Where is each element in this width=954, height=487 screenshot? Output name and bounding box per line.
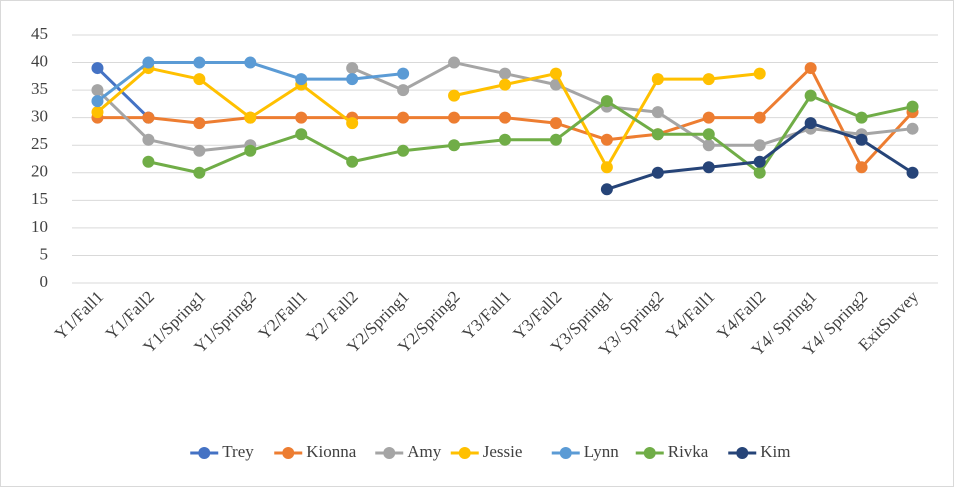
data-point [499, 111, 511, 124]
data-point [346, 117, 359, 130]
legend-marker [643, 447, 656, 459]
data-point [142, 155, 155, 168]
data-point [346, 155, 359, 168]
y-tick-label: 45 [31, 24, 48, 43]
data-point [244, 56, 257, 69]
data-point [702, 139, 715, 152]
data-point [600, 183, 613, 196]
data-point [193, 73, 206, 86]
data-point [651, 106, 664, 119]
legend-label: Rivka [668, 442, 709, 461]
data-point [448, 139, 461, 152]
data-point [448, 56, 461, 69]
series-line [148, 94, 913, 175]
data-point [142, 56, 155, 69]
data-point [549, 67, 562, 80]
data-point [193, 144, 206, 157]
data-point [91, 95, 104, 108]
legend-marker [282, 447, 295, 459]
legend-label: Trey [222, 442, 254, 461]
data-point [906, 166, 919, 179]
data-point [499, 133, 511, 146]
data-point [804, 62, 817, 75]
data-point [91, 62, 104, 75]
y-tick-label: 40 [31, 51, 48, 70]
data-point [397, 84, 410, 97]
data-point [702, 161, 715, 174]
y-tick-label: 35 [31, 79, 48, 98]
legend-label: Lynn [584, 442, 619, 461]
y-tick-label: 30 [31, 107, 48, 126]
data-point [193, 117, 206, 130]
y-tick-label: 15 [31, 189, 48, 208]
y-tick-label: 25 [31, 134, 48, 153]
legend-label: Jessie [483, 442, 523, 461]
data-point [804, 117, 817, 130]
data-point [855, 111, 868, 124]
legend-marker [736, 447, 749, 459]
legend-marker [198, 447, 211, 459]
data-point [142, 111, 155, 124]
data-point [600, 95, 613, 108]
data-point [91, 84, 104, 97]
data-point [906, 122, 919, 135]
data-point [753, 155, 766, 168]
legend-label: Kionna [306, 442, 357, 461]
legend-label: Kim [760, 442, 790, 461]
data-point [295, 128, 308, 141]
data-point [397, 111, 410, 124]
data-point [702, 73, 715, 86]
y-tick-label: 10 [31, 217, 48, 236]
data-point [244, 144, 257, 157]
data-point [651, 73, 664, 86]
data-point [906, 100, 919, 113]
data-point [295, 111, 308, 124]
legend-marker [458, 447, 471, 459]
data-point [448, 89, 461, 102]
data-point [244, 111, 257, 124]
data-point [397, 67, 410, 80]
y-tick-label: 0 [40, 272, 49, 291]
data-point [753, 139, 766, 152]
y-tick-label: 20 [31, 162, 48, 181]
data-point [346, 62, 359, 75]
data-point [855, 133, 868, 146]
data-point [702, 111, 715, 124]
data-point [397, 144, 410, 157]
data-point [549, 117, 562, 130]
data-point [804, 89, 817, 102]
series-line [96, 66, 150, 119]
data-point [549, 133, 562, 146]
data-point [753, 111, 766, 124]
data-point [295, 73, 308, 86]
series-line [96, 61, 913, 153]
data-point [448, 111, 461, 124]
data-point [600, 133, 613, 146]
data-point [346, 73, 359, 86]
data-point [142, 133, 155, 146]
data-point [855, 161, 868, 174]
legend-label: Amy [407, 442, 442, 461]
data-point [702, 128, 715, 141]
y-tick-label: 5 [40, 244, 49, 263]
data-point [753, 166, 766, 179]
data-point [753, 67, 766, 80]
data-point [91, 106, 104, 119]
data-point [651, 128, 664, 141]
data-point [193, 166, 206, 179]
data-point [651, 166, 664, 179]
data-point [193, 56, 206, 69]
data-point [499, 78, 511, 91]
legend-marker [559, 447, 572, 459]
legend-marker [383, 447, 396, 459]
data-point [499, 67, 511, 80]
data-point [600, 161, 613, 174]
